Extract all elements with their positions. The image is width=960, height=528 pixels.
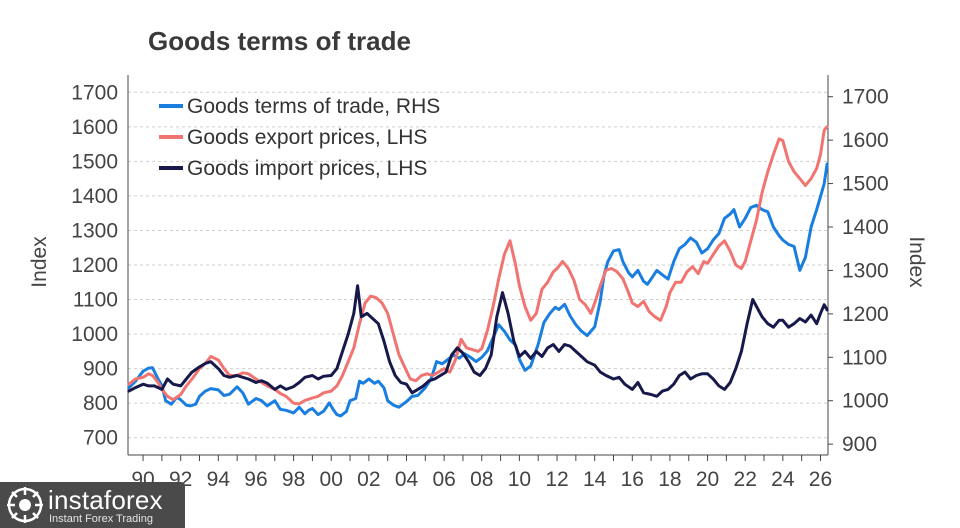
legend-label-2: Goods import prices, LHS [187, 157, 427, 180]
x-tick-label: 18 [658, 468, 681, 491]
x-tick-label: 96 [244, 468, 267, 491]
legend-label-1: Goods export prices, LHS [187, 126, 427, 149]
x-tick-label: 12 [545, 468, 568, 491]
y-tick-label-right: 1400 [842, 216, 889, 239]
y-tick-label-left: 1700 [71, 81, 118, 104]
watermark-tagline: Instant Forex Trading [49, 513, 153, 525]
y-tick-label-left: 800 [83, 392, 118, 415]
grid-layer [128, 91, 828, 439]
y-axis-label-right: Index [905, 236, 928, 288]
watermark-badge: instaforex Instant Forex Trading [0, 482, 185, 528]
x-tick-label: 02 [357, 468, 380, 491]
y-axis-label-left: Index [28, 236, 51, 288]
watermark-brand: instaforex [48, 485, 163, 515]
y-tick-label-left: 1100 [73, 289, 118, 312]
x-tick-label: 24 [771, 468, 795, 491]
y-tick-label-left: 1600 [71, 116, 118, 139]
y-tick-label-right: 1700 [842, 86, 889, 109]
y-tick-label-right: 1000 [842, 390, 889, 413]
x-tick-label: 94 [207, 468, 231, 491]
y-tick-label-left: 1400 [71, 185, 118, 208]
x-tick-label: 20 [696, 468, 719, 491]
y-tick-label-left: 700 [83, 427, 118, 450]
x-tick-label: 10 [508, 468, 531, 491]
y-tick-label-right: 1300 [842, 259, 889, 282]
y-tick-label-left: 1200 [71, 254, 118, 277]
y-tick-label-left: 1300 [71, 219, 118, 242]
x-tick-label: 06 [432, 468, 455, 491]
legend: Goods terms of trade, RHS Goods export pr… [159, 95, 440, 180]
legend-label-0: Goods terms of trade, RHS [187, 95, 440, 118]
chart-title: Goods terms of trade [148, 26, 411, 56]
y-tick-label-right: 1200 [842, 303, 889, 326]
x-tick-label: 08 [470, 468, 493, 491]
x-tick-label: 04 [395, 468, 419, 491]
x-tick-label: 14 [583, 468, 607, 491]
series-layer [127, 125, 829, 418]
instaforex-logo-icon [7, 487, 43, 523]
series-line-0 [127, 162, 829, 418]
series-line-2 [127, 284, 829, 398]
x-tick-label: 16 [621, 468, 644, 491]
y-tick-label-right: 1100 [842, 346, 887, 369]
x-tick-label: 26 [809, 468, 832, 491]
y-tick-label-left: 1500 [71, 150, 118, 173]
x-tick-label: 98 [282, 468, 305, 491]
x-tick-label: 00 [320, 468, 343, 491]
y-tick-label-left: 900 [83, 358, 118, 381]
series-line-1 [127, 125, 829, 406]
y-tick-label-right: 1600 [842, 129, 889, 152]
y-tick-label-right: 900 [842, 433, 877, 456]
x-tick-label: 22 [734, 468, 757, 491]
y-tick-label-left: 1000 [71, 323, 118, 346]
axes-layer: 7008009001000110012001300140015001600170… [71, 75, 889, 491]
y-tick-label-right: 1500 [842, 173, 889, 196]
